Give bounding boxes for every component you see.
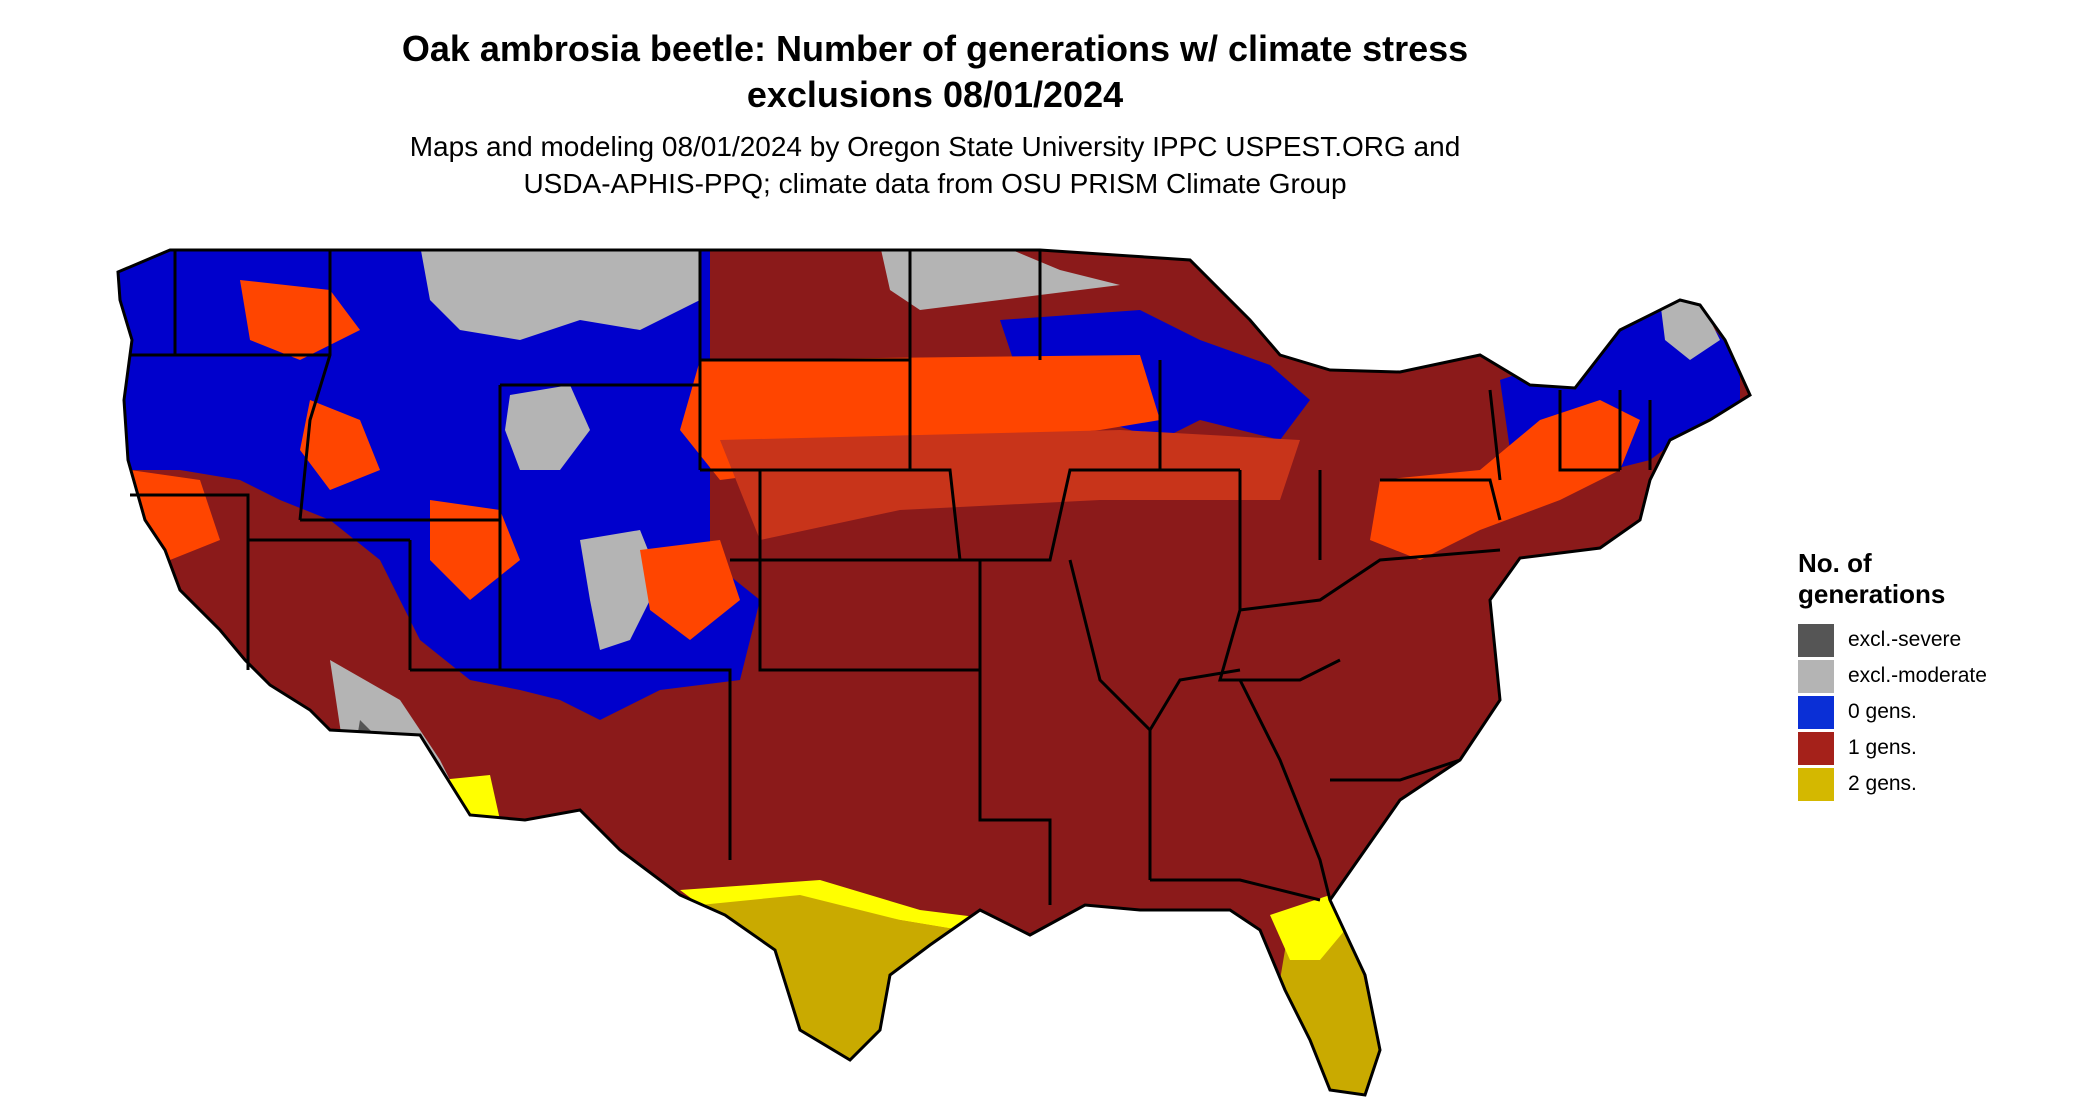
legend-label-0-gens: 0 gens. (1848, 700, 1917, 723)
legend-title-line-2: generations (1798, 579, 1946, 609)
legend-swatch-2-gens (1798, 767, 1834, 801)
state-lines (130, 250, 1652, 905)
zone-excl-moderate-rockies (505, 385, 590, 470)
legend-item-excl-severe: excl.-severe (1798, 622, 1987, 658)
legend-title-line-1: No. of (1798, 548, 1872, 578)
legend-item-0-gens: 0 gens. (1798, 694, 1987, 730)
legend-swatch-1-gens (1798, 731, 1834, 765)
zone-1-gen-partial-northeast (1370, 400, 1640, 560)
map-title-line-2: exclusions 08/01/2024 (746, 74, 1124, 115)
us-outline (116, 248, 1752, 1097)
legend-swatch-excl-moderate (1798, 659, 1834, 693)
legend-label-excl-severe: excl.-severe (1848, 628, 1962, 651)
map-subtitle-line-1: Maps and modeling 08/01/2024 by Oregon S… (409, 131, 1461, 162)
zone-2-gens-partial-gulf (680, 880, 1030, 950)
legend-item-excl-moderate: excl.-moderate (1798, 658, 1987, 694)
zone-excl-moderate-north (420, 250, 700, 340)
zone-excl-moderate-colorado (580, 530, 660, 650)
zone-2-gens-partial-arizona (440, 775, 500, 840)
zone-2-gens-gulf (700, 890, 1000, 1080)
legend-item-1-gens: 1 gens. (1798, 730, 1987, 766)
zone-1-gen-partial-west (130, 280, 740, 640)
legend-title: No. of generations (1798, 548, 1987, 610)
legend-swatch-excl-severe (1798, 623, 1834, 657)
map-title: Oak ambrosia beetle: Number of generatio… (0, 26, 1870, 118)
state-borders (116, 248, 1752, 1097)
map-subtitle: Maps and modeling 08/01/2024 by Oregon S… (0, 128, 1870, 202)
legend-item-2-gens: 2 gens. (1798, 766, 1987, 802)
map-title-line-1: Oak ambrosia beetle: Number of generatio… (401, 28, 1469, 69)
zone-excl-moderate-minnesota (880, 250, 1120, 310)
map-legend: No. of generations excl.-severe excl.-mo… (1798, 548, 1987, 802)
zone-1-gen-mid-plains (720, 430, 1300, 540)
generation-zones (118, 250, 1750, 1095)
legend-label-excl-moderate: excl.-moderate (1848, 664, 1987, 687)
zone-excl-moderate-maine (1660, 300, 1720, 360)
zone-2-gens-partial-florida (1270, 895, 1345, 960)
legend-swatch-0-gens (1798, 695, 1834, 729)
legend-label-2-gens: 2 gens. (1848, 772, 1917, 795)
legend-label-1-gens: 1 gens. (1848, 736, 1917, 759)
map-subtitle-line-2: USDA-APHIS-PPQ; climate data from OSU PR… (523, 168, 1347, 199)
